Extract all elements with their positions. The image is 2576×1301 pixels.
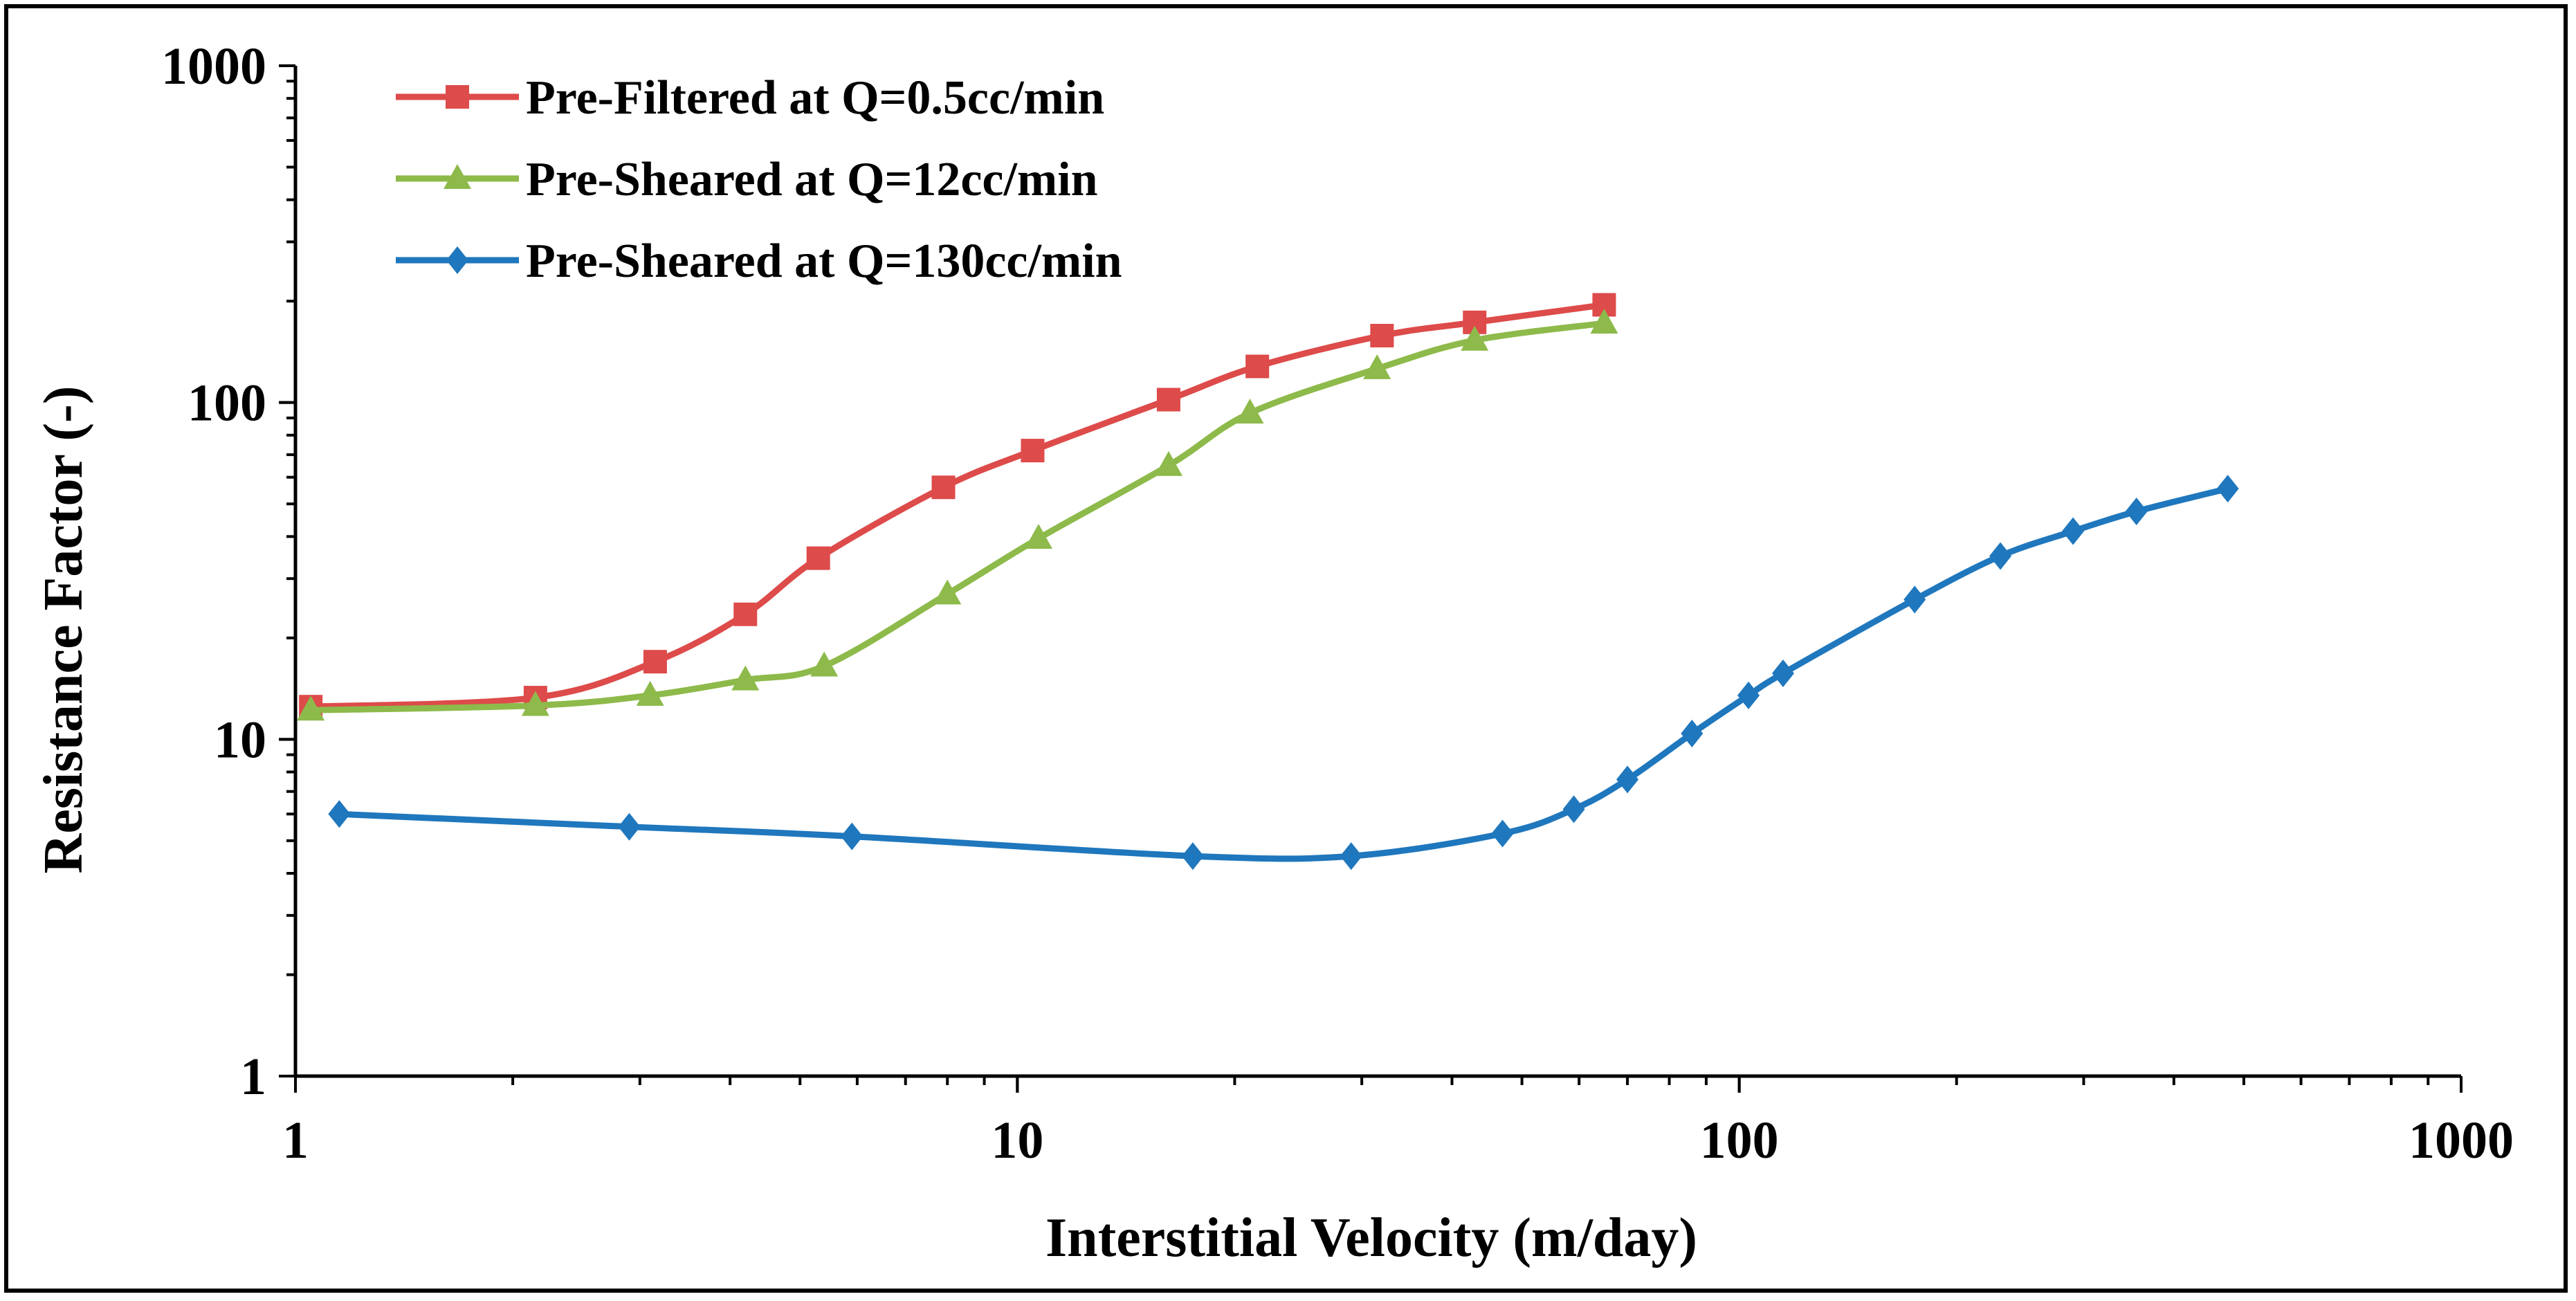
data-point-marker xyxy=(1181,842,1204,871)
series-line xyxy=(307,320,1607,713)
data-point-marker xyxy=(1771,659,1794,687)
data-point-marker xyxy=(2216,475,2239,503)
data-point-marker xyxy=(636,680,664,706)
data-point-marker xyxy=(1562,795,1585,824)
legend-entry: Pre-Filtered at Q=0.5cc/min xyxy=(396,71,1104,125)
legend-marker xyxy=(444,164,471,189)
series-layer xyxy=(297,293,2239,871)
y-axis-title: Resistance Factor (-) xyxy=(33,386,94,874)
data-point-marker xyxy=(2125,498,2148,526)
data-point-marker xyxy=(1737,681,1760,709)
legend-label: Pre-Sheared at Q=130cc/min xyxy=(526,235,1122,288)
data-point-marker xyxy=(733,602,758,626)
x-axis-title: Interstitial Velocity (m/day) xyxy=(1045,1208,1697,1268)
legend-entry: Pre-Sheared at Q=130cc/min xyxy=(396,235,1122,288)
data-point-marker xyxy=(931,475,956,500)
x-tick-label: 10 xyxy=(991,1111,1043,1170)
legend-marker xyxy=(446,85,469,109)
data-point-marker xyxy=(1370,323,1394,347)
series-pre-sheared-at-q-130cc-min xyxy=(328,475,2239,871)
series-pre-sheared-at-q-12cc-min xyxy=(297,309,1618,721)
data-point-marker xyxy=(618,812,641,841)
data-point-marker xyxy=(1461,325,1489,351)
y-tick-label: 100 xyxy=(188,374,266,433)
data-point-marker xyxy=(1024,523,1052,549)
legend-marker xyxy=(446,246,468,274)
data-point-marker xyxy=(1491,819,1514,848)
data-point-marker xyxy=(1989,542,2012,570)
data-point-marker xyxy=(1681,720,1703,748)
data-point-marker xyxy=(2062,517,2085,545)
legend-label: Pre-Sheared at Q=12cc/min xyxy=(526,153,1098,206)
data-point-marker xyxy=(1590,309,1618,334)
data-point-marker xyxy=(810,651,839,677)
data-point-marker xyxy=(1363,354,1391,379)
data-point-marker xyxy=(1154,451,1182,476)
data-point-marker xyxy=(1903,585,1926,614)
axes-layer: 1 10 100 1000 1 10 100 1000 xyxy=(161,37,2514,1170)
y-tick-label: 1000 xyxy=(161,37,266,95)
legend-layer: Pre-Filtered at Q=0.5cc/min Pre-Sheared a… xyxy=(396,71,1122,288)
data-point-marker xyxy=(1340,842,1362,871)
data-point-marker xyxy=(643,650,667,674)
x-tick-label: 100 xyxy=(1700,1111,1779,1170)
data-point-marker xyxy=(328,800,351,828)
data-point-marker xyxy=(1236,399,1264,424)
data-point-marker xyxy=(841,822,864,850)
y-tick-label: 10 xyxy=(214,711,266,769)
data-point-marker xyxy=(297,695,325,721)
data-point-marker xyxy=(731,665,760,691)
legend-label: Pre-Filtered at Q=0.5cc/min xyxy=(526,71,1104,125)
data-point-marker xyxy=(521,691,549,716)
series-line xyxy=(307,302,1607,710)
data-point-marker xyxy=(1245,354,1270,379)
data-point-marker xyxy=(806,546,830,570)
data-point-marker xyxy=(1021,439,1045,463)
y-tick-label: 1 xyxy=(240,1048,266,1106)
data-point-marker xyxy=(933,579,962,605)
legend-entry: Pre-Sheared at Q=12cc/min xyxy=(396,153,1098,206)
x-tick-label: 1000 xyxy=(2409,1111,2514,1170)
x-tick-label: 1 xyxy=(282,1111,309,1170)
chart-frame xyxy=(4,4,2568,1293)
data-point-marker xyxy=(1616,765,1639,794)
data-point-marker xyxy=(1156,388,1180,412)
